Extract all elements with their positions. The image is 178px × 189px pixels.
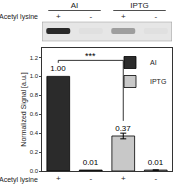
svg-text:0.2: 0.2 xyxy=(30,149,39,155)
svg-text:-: - xyxy=(89,12,92,21)
svg-text:Acetyl lysine: Acetyl lysine xyxy=(0,13,38,21)
svg-text:Normalized Signal [a.u.]: Normalized Signal [a.u.] xyxy=(20,72,28,146)
svg-text:0.4: 0.4 xyxy=(30,130,39,136)
svg-text:-: - xyxy=(89,174,92,183)
svg-text:0.8: 0.8 xyxy=(30,92,39,98)
svg-text:-: - xyxy=(154,12,157,21)
svg-text:+: + xyxy=(56,12,61,21)
svg-text:1.00: 1.00 xyxy=(50,64,66,73)
svg-text:+: + xyxy=(121,12,126,21)
svg-text:1.0: 1.0 xyxy=(30,73,39,79)
svg-text:IPTG: IPTG xyxy=(130,1,149,10)
svg-text:0.01: 0.01 xyxy=(148,158,164,167)
svg-text:Acetyl lysine: Acetyl lysine xyxy=(0,176,38,184)
svg-text:1.2: 1.2 xyxy=(30,55,39,61)
svg-text:***: *** xyxy=(85,51,96,61)
svg-text:+: + xyxy=(121,174,126,183)
svg-text:0.37: 0.37 xyxy=(115,124,131,133)
svg-text:AI: AI xyxy=(150,59,157,66)
svg-text:AI: AI xyxy=(71,1,79,10)
svg-text:0.0: 0.0 xyxy=(30,168,39,174)
svg-text:IPTG: IPTG xyxy=(150,78,166,85)
svg-text:0.6: 0.6 xyxy=(30,111,39,117)
svg-text:+: + xyxy=(56,174,61,183)
svg-text:0.01: 0.01 xyxy=(83,158,99,167)
svg-text:-: - xyxy=(154,174,157,183)
